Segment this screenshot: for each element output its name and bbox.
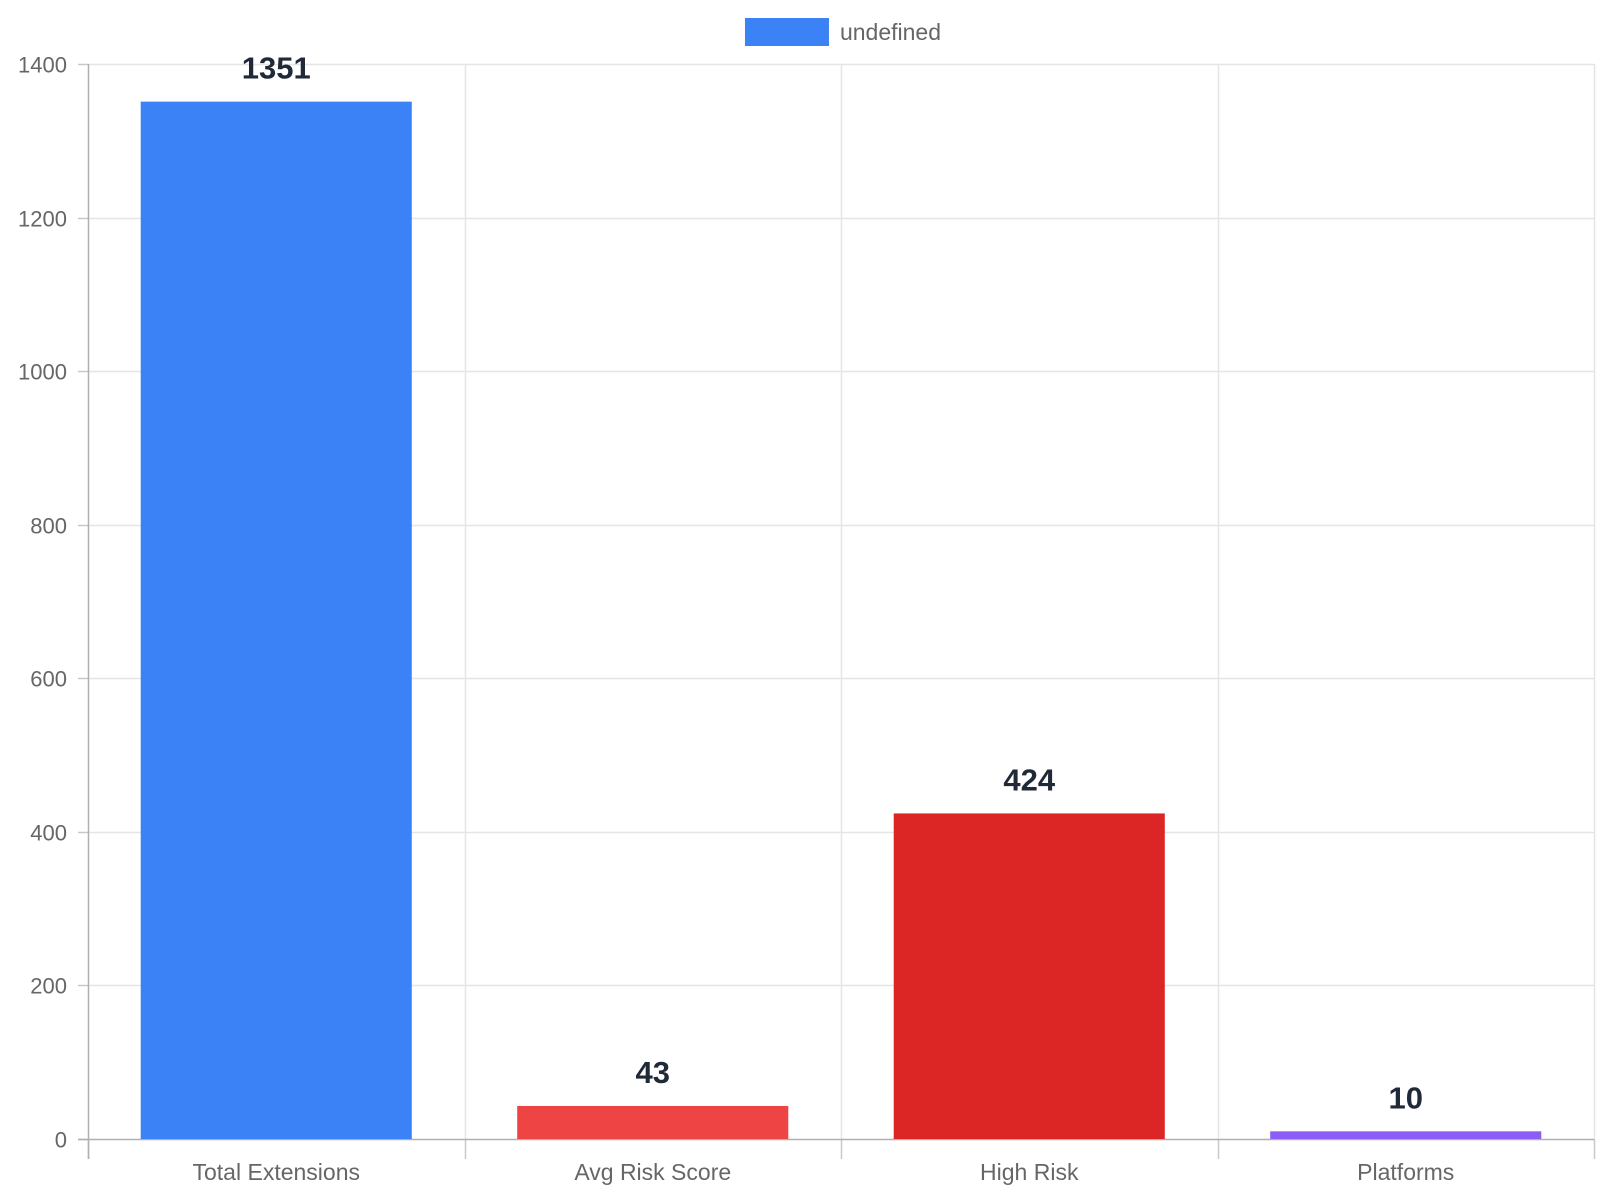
x-tick-label: Avg Risk Score (574, 1159, 731, 1185)
y-tick-label: 400 (30, 821, 67, 846)
bar[interactable] (1270, 1131, 1542, 1139)
axes: 0 200 400 600 800 1000 1200 1400 Total Extension… (18, 53, 1596, 1185)
y-tick-label: 0 (55, 1128, 67, 1153)
y-tick-label: 800 (30, 514, 67, 539)
x-tick-label: Platforms (1357, 1159, 1454, 1185)
bar[interactable] (517, 1105, 789, 1139)
data-labels: 1351 43 424 10 (242, 51, 1423, 1116)
bar[interactable] (893, 813, 1165, 1139)
x-tick-label: Total Extensions (193, 1159, 360, 1185)
legend-swatch[interactable] (744, 18, 829, 46)
data-label: 43 (636, 1055, 670, 1090)
data-label: 1351 (242, 51, 311, 86)
bar[interactable] (140, 101, 412, 1139)
x-tick-label: High Risk (980, 1159, 1079, 1185)
bars (140, 101, 1542, 1139)
y-tick-label: 600 (30, 667, 67, 692)
data-label: 10 (1389, 1080, 1423, 1115)
y-tick-label: 1000 (18, 360, 67, 385)
data-label: 424 (1003, 762, 1055, 797)
legend[interactable]: undefined (744, 18, 941, 46)
legend-label[interactable]: undefined (840, 19, 941, 45)
y-tick-label: 1200 (18, 207, 67, 232)
y-tick-label: 200 (30, 974, 67, 999)
y-tick-label: 1400 (18, 53, 67, 78)
